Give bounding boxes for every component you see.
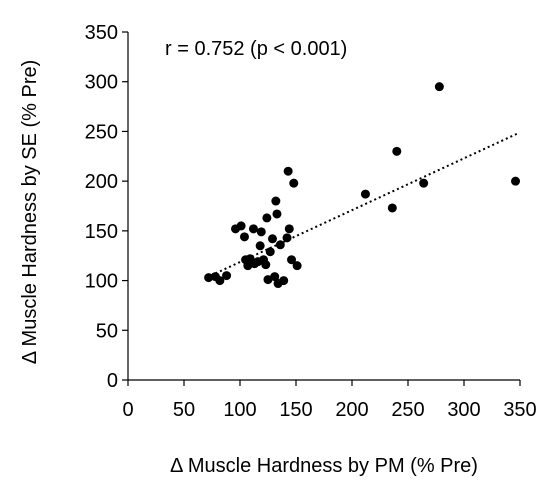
x-tick-label: 150 (279, 399, 312, 421)
correlation-annotation: r = 0.752 (p < 0.001) (165, 38, 347, 60)
trendline (205, 132, 519, 279)
data-point-28 (283, 166, 293, 176)
x-axis-title: Δ Muscle Hardness by PM (% Pre) (170, 455, 478, 477)
data-point-21 (270, 272, 280, 282)
y-axis-ticks: 0 50 100 150 200 250 300 350 (85, 22, 128, 392)
data-point-14 (256, 227, 266, 237)
x-axis-ticks: 0 50 100 150 200 250 300 350 (122, 380, 537, 421)
data-point-6 (239, 232, 249, 242)
data-point-17 (262, 213, 272, 223)
y-tick-label: 150 (85, 221, 118, 243)
data-point-0 (204, 273, 214, 283)
y-tick-label: 0 (107, 370, 118, 392)
y-tick-label: 200 (85, 171, 118, 193)
data-point-22 (271, 196, 281, 206)
x-tick-label: 100 (223, 399, 256, 421)
data-point-2 (215, 276, 225, 286)
data-point-27 (282, 233, 292, 243)
data-point-18 (263, 275, 273, 285)
data-point-25 (275, 240, 285, 250)
data-point-29 (284, 224, 294, 234)
x-tick-label: 50 (173, 399, 195, 421)
data-point-30 (287, 255, 297, 265)
data-point-10 (248, 224, 258, 234)
x-tick-label: 200 (335, 399, 368, 421)
data-point-5 (236, 221, 246, 231)
y-tick-label: 300 (85, 72, 118, 94)
data-point-35 (392, 146, 402, 156)
y-axis-title: Δ Muscle Hardness by SE (% Pre) (19, 60, 41, 365)
data-point-13 (255, 241, 265, 251)
data-point-36 (419, 178, 429, 188)
data-point-31 (289, 178, 299, 188)
data-point-38 (511, 176, 521, 186)
data-point-33 (360, 189, 370, 199)
plot-area: 0 50 100 150 200 250 300 350 0 50 100 150 200 250 300… (85, 22, 537, 421)
y-tick-label: 250 (85, 121, 118, 143)
data-point-23 (272, 209, 282, 219)
data-point-32 (292, 261, 302, 271)
x-tick-label: 250 (391, 399, 424, 421)
x-tick-label: 350 (503, 399, 536, 421)
data-point-34 (387, 203, 397, 213)
data-point-26 (279, 276, 289, 286)
data-point-37 (434, 82, 444, 92)
x-tick-label: 0 (122, 399, 133, 421)
data-point-3 (222, 271, 232, 281)
data-point-19 (265, 247, 275, 257)
data-point-20 (267, 234, 277, 244)
data-points (204, 82, 521, 289)
y-tick-label: 100 (85, 271, 118, 293)
data-point-16 (261, 260, 271, 270)
y-tick-label: 350 (85, 22, 118, 44)
x-tick-label: 300 (447, 399, 480, 421)
y-tick-label: 50 (96, 320, 118, 342)
